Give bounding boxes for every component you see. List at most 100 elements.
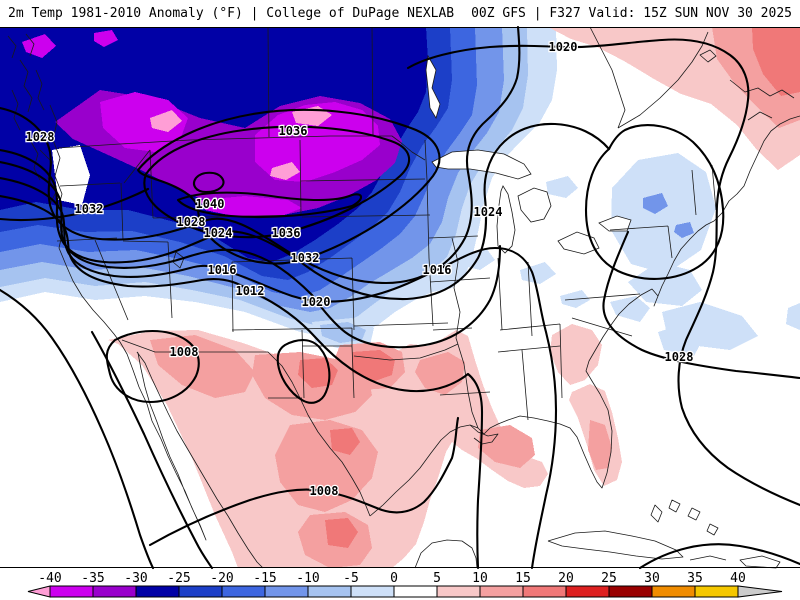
colorbar-tick-label: 40 [730, 571, 746, 586]
state-borders-east [497, 164, 717, 421]
colorbar-segment [565, 585, 610, 598]
isobar-1008-texas [276, 339, 331, 404]
isobar-1008-west [105, 330, 200, 404]
colorbar-segment [651, 585, 696, 598]
contour-label: 1036 [272, 226, 301, 240]
anomaly-region [786, 303, 800, 330]
lake-superior [431, 149, 532, 180]
colorbar-segment [92, 585, 137, 598]
contour-label: 1028 [177, 215, 206, 229]
contour-label: 1032 [75, 202, 104, 216]
isobar-layer [0, 25, 800, 570]
header-bar: 2m Temp 1981-2010 Anomaly (°F) | College… [0, 0, 800, 27]
colorbar-segment [49, 585, 94, 598]
colorbar-left-overflow-arrow [27, 585, 51, 598]
anomaly-region [550, 324, 602, 385]
colorbar-segment [522, 585, 567, 598]
yucatan-coast [414, 539, 478, 569]
contour-label: 1016 [208, 263, 237, 277]
contour-label: 1036 [279, 124, 308, 138]
isobar-caribbean [638, 543, 800, 570]
colorbar-segment [479, 585, 524, 598]
contour-label: 1024 [474, 205, 503, 219]
isobar-1020-south [0, 160, 502, 349]
colorbar-segment [436, 585, 481, 598]
contour-label: 1028 [665, 350, 694, 364]
anomaly-region [325, 518, 358, 548]
lake-huron [517, 187, 552, 223]
model-run-info: 00Z GFS | F327 Valid: 15Z SUN NOV 30 202… [471, 6, 792, 21]
isobar-1020-top [406, 38, 800, 507]
anomaly-region [100, 92, 188, 152]
mexico-coastline [136, 351, 264, 569]
colorbar-legend: -40 -35 -30 -25 -20 -15 -10 -5 0 5 10 15 20 25 30 35 40 [27, 571, 783, 598]
us-mexico-border [121, 339, 371, 517]
colorbar-tick-label: -40 [38, 571, 61, 586]
contour-label: 1024 [204, 226, 233, 240]
anomaly-region [611, 153, 716, 274]
isobar-1028 [0, 25, 521, 285]
isobar-pacific-1 [0, 288, 155, 570]
isobar-1032-west [0, 187, 150, 222]
anomaly-region [520, 262, 556, 284]
isobar-1008-south [148, 416, 460, 547]
colorbar-tick-label: -35 [81, 571, 104, 586]
colorbar-tick-label: 0 [390, 571, 398, 586]
anomaly-region [588, 420, 612, 470]
lake-michigan [496, 185, 516, 254]
colorbar-segment [393, 585, 438, 598]
colorbar-tick-label: 35 [687, 571, 703, 586]
isobar-1016 [0, 176, 558, 570]
anomaly-region [330, 428, 360, 455]
isobar-1032 [136, 108, 441, 265]
colorbar-segment [694, 585, 739, 598]
colorbar-tick-label: 30 [644, 571, 660, 586]
colorbar-segment [608, 585, 653, 598]
colorbar-tick-label: 20 [558, 571, 574, 586]
anomaly-region [255, 102, 380, 182]
colorbar-tick-label: 15 [515, 571, 531, 586]
anomaly-region [150, 110, 182, 132]
isobar-1040-inner [193, 171, 225, 194]
colorbar-tick-label: 5 [433, 571, 441, 586]
anomaly-region [658, 322, 704, 356]
colorbar-right-overflow-arrow [737, 585, 783, 598]
baja-coastline [119, 341, 207, 541]
colorbar-segment [178, 585, 223, 598]
lake-ontario [598, 215, 632, 232]
isobar-1024 [0, 122, 611, 301]
anomaly-region [546, 176, 578, 198]
colorbar-tick-label: -20 [210, 571, 233, 586]
contour-label: 1032 [291, 251, 320, 265]
st-lawrence-coast [617, 31, 795, 129]
colorbar-tick-label: -25 [167, 571, 190, 586]
anomaly-region [643, 193, 668, 214]
colorbar-segment [350, 585, 395, 598]
contour-label: 1008 [310, 484, 339, 498]
anomaly-region [94, 30, 118, 47]
anomaly-region [52, 145, 90, 205]
anomaly-region [478, 425, 535, 468]
anomaly-fill-layer [0, 27, 800, 568]
anomaly-region [674, 222, 694, 238]
colorbar-tick-label: -5 [343, 571, 359, 586]
anomaly-region [270, 162, 300, 180]
colorbar-segment [135, 585, 180, 598]
isobar-pacific-2 [90, 330, 214, 570]
colorbar-tick-label: -15 [253, 571, 276, 586]
contour-label: 1040 [196, 197, 225, 211]
lake-winnipeg [425, 54, 441, 119]
map-title: 2m Temp 1981-2010 Anomaly (°F) | College… [8, 6, 455, 21]
anomaly-region [150, 335, 255, 398]
colorbar-segment [307, 585, 352, 598]
colorbar-segment [264, 585, 309, 598]
cuba-caribbean [547, 499, 781, 569]
contour-label: 1020 [549, 40, 578, 54]
colorbar-tick-label: 25 [601, 571, 617, 586]
colorbar-segment [221, 585, 266, 598]
geography-layer [7, 26, 800, 569]
colorbar-tick-label: -30 [124, 571, 147, 586]
